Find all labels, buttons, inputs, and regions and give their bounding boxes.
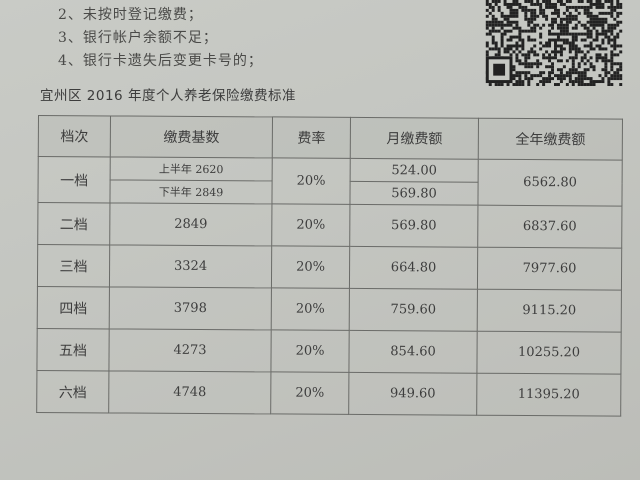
table-row: 六档 4748 20% 949.60 11395.20 (36, 370, 621, 417)
annual-cell: 6562.80 (477, 159, 623, 207)
rate-cell: 20% (271, 203, 350, 247)
header-rate: 费率 (272, 116, 351, 159)
table-row: 二档 2849 20% 569.80 6837.60 (37, 202, 622, 249)
table-header-row: 档次 缴费基数 费率 月缴费额 全年缴费额 (38, 115, 623, 161)
note-4: 4、银行卡遗失后变更卡号的； (58, 53, 263, 69)
level-cell: 六档 (36, 370, 109, 413)
table-row: 三档 3324 20% 664.80 7977.60 (37, 244, 622, 291)
level-cell: 三档 (37, 244, 110, 287)
base-cell: 4273 (108, 328, 272, 372)
rate-cell: 20% (271, 245, 350, 289)
annual-cell: 7977.60 (477, 247, 622, 291)
monthly-cell: 664.80 (349, 246, 478, 290)
rate-cell: 20% (270, 329, 350, 373)
level-cell: 四档 (37, 286, 110, 329)
header-monthly: 月缴费额 (350, 117, 479, 160)
page-title: 宜州区 2016 年度个人养老保险缴费标准 (40, 88, 296, 104)
monthly-cell-h2: 569.80 (349, 181, 479, 206)
base-cell: 3324 (109, 244, 272, 288)
annual-cell: 10255.20 (476, 331, 622, 375)
annual-cell: 6837.60 (477, 205, 622, 249)
level-cell: 二档 (37, 202, 110, 245)
rate-cell: 20% (271, 157, 351, 205)
header-level: 档次 (38, 115, 111, 157)
header-annual: 全年缴费额 (478, 118, 623, 161)
annual-cell: 9115.20 (477, 289, 622, 333)
header-base: 缴费基数 (110, 115, 273, 158)
table-row: 四档 3798 20% 759.60 9115.20 (37, 286, 622, 333)
base-cell: 4748 (108, 370, 271, 414)
monthly-cell: 759.60 (349, 288, 478, 332)
note-3: 3、银行帐户余额不足； (58, 30, 218, 46)
monthly-cell: 854.60 (348, 330, 478, 374)
table-row: 五档 4273 20% 854.60 10255.20 (36, 328, 622, 375)
level-cell: 五档 (36, 328, 110, 371)
annual-cell: 11395.20 (476, 373, 621, 417)
monthly-cell-h1: 524.00 (350, 158, 479, 183)
base-cell-h2: 下半年 2849 (109, 179, 273, 204)
base-cell: 3798 (109, 286, 272, 330)
rate-cell: 20% (271, 287, 350, 331)
rate-cell: 20% (270, 371, 349, 415)
monthly-cell: 569.80 (349, 204, 478, 248)
qr-code-icon (485, 0, 623, 86)
level-cell: 一档 (37, 156, 111, 203)
monthly-cell: 949.60 (348, 372, 477, 416)
base-cell: 2849 (109, 202, 272, 246)
base-cell-h1: 上半年 2620 (110, 156, 273, 181)
note-2: 2、未按时登记缴费； (58, 7, 203, 23)
contribution-table: 档次 缴费基数 费率 月缴费额 全年缴费额 一档 上半年 2620 20% 52… (36, 115, 623, 417)
